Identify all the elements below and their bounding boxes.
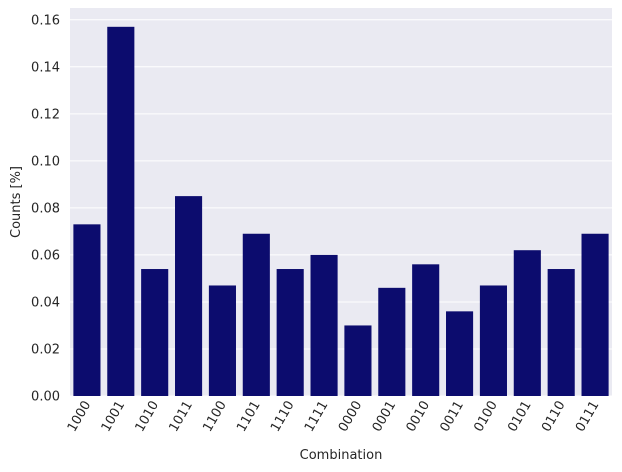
bar-0101 <box>513 250 541 396</box>
y-tick-label: 0.02 <box>31 342 60 357</box>
bar-0110 <box>547 269 575 396</box>
bar-0111 <box>581 233 609 396</box>
x-tick-label: 0101 <box>505 399 535 435</box>
bar-0011 <box>446 311 474 396</box>
x-tick-label: 0001 <box>370 399 400 435</box>
y-tick-labels: 0.00 0.02 0.04 0.06 0.08 0.10 0.12 0.14 0.16 <box>31 13 60 404</box>
bar-1100 <box>208 285 236 396</box>
x-tick-label: 0111 <box>573 399 603 435</box>
x-tick-label: 1011 <box>166 399 196 435</box>
bars <box>73 26 609 396</box>
bar-0100 <box>479 285 507 396</box>
y-tick-label: 0.16 <box>31 13 60 28</box>
y-tick-label: 0.04 <box>31 295 60 310</box>
x-tick-label: 0011 <box>437 399 467 435</box>
bar-0010 <box>412 264 440 396</box>
bar-1010 <box>141 269 169 396</box>
x-tick-label: 1101 <box>234 399 264 435</box>
x-tick-label: 0010 <box>404 399 434 435</box>
bar-0000 <box>344 325 372 396</box>
x-tick-label: 1000 <box>65 399 95 435</box>
y-tick-label: 0.00 <box>31 390 60 405</box>
bar-1001 <box>107 26 135 396</box>
x-tick-label: 0000 <box>336 399 366 435</box>
x-tick-label: 1110 <box>268 399 298 435</box>
x-tick-label: 1111 <box>302 399 332 435</box>
bar-0001 <box>378 287 406 396</box>
x-tick-label: 1001 <box>99 399 129 435</box>
x-tick-label: 1100 <box>200 399 230 435</box>
y-tick-label: 0.14 <box>31 60 60 75</box>
x-axis-label: Combination <box>300 448 383 463</box>
y-tick-label: 0.10 <box>31 154 60 169</box>
x-tick-labels: 1000 1001 1010 1011 1100 1101 1110 1111 0000 0001… <box>65 399 603 435</box>
bar-1111 <box>310 254 338 396</box>
bar-1110 <box>276 269 304 396</box>
bar-1000 <box>73 224 101 396</box>
y-tick-label: 0.12 <box>31 107 60 122</box>
bar-1101 <box>242 233 270 396</box>
x-tick-label: 0100 <box>471 399 501 435</box>
y-axis-label: Counts [%] <box>9 166 24 238</box>
bar-1011 <box>175 196 203 396</box>
x-tick-label: 0110 <box>539 399 569 435</box>
y-tick-label: 0.06 <box>31 248 60 263</box>
y-tick-label: 0.08 <box>31 201 60 216</box>
x-tick-label: 1010 <box>133 399 163 435</box>
